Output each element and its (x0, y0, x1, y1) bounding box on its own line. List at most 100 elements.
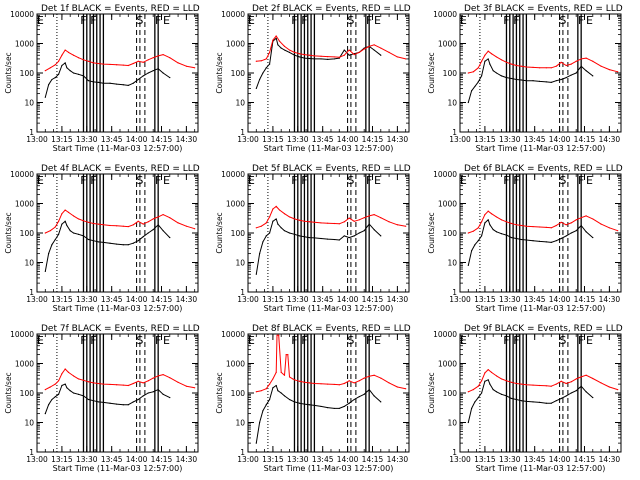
lld-point (87, 381, 90, 383)
lld-point (487, 50, 489, 52)
lld-point (116, 384, 118, 386)
x-axis-label: Start Time (11-Mar-03 12:57:00) (476, 304, 606, 313)
event-marker-letter: E (460, 334, 467, 347)
plot-frame (36, 13, 199, 133)
events-point (539, 401, 541, 404)
chart-panel-2: Det 2f BLACK = Events, RED = LLD Counts/s… (215, 4, 411, 153)
x-tick-label: 13:00 (237, 135, 259, 144)
lld-point (600, 382, 602, 384)
events-point (137, 78, 139, 81)
lld-point (585, 57, 587, 59)
event-marker-letter: E (37, 174, 44, 187)
events-point (293, 233, 296, 235)
events-point (467, 264, 469, 266)
lld-point (92, 62, 95, 64)
x-tick-label: 14:30 (387, 295, 409, 304)
events-point (308, 236, 311, 239)
event-marker-letter: S (136, 334, 143, 347)
lld-point (169, 217, 171, 219)
lld-point (405, 58, 407, 60)
event-marker-letter: F (301, 334, 307, 347)
event-marker-letter: F (80, 334, 86, 347)
events-point (51, 398, 53, 401)
lld-point (353, 382, 355, 384)
x-tick-label: 13:45 (524, 135, 546, 144)
event-marker-letter: S (559, 14, 566, 27)
lld-point (555, 383, 557, 385)
x-tick-label: 14:00 (337, 295, 359, 304)
events-point (308, 404, 311, 406)
events-point (363, 393, 365, 395)
lld-point (303, 54, 306, 56)
events-point (487, 58, 489, 60)
lld-point (490, 53, 493, 55)
lld-point (169, 57, 171, 59)
lld-point (109, 383, 111, 386)
events-point (333, 238, 335, 241)
lld-point (280, 371, 282, 373)
events-point (69, 230, 71, 232)
events-point (116, 403, 118, 405)
events-point (353, 235, 355, 237)
events-point (132, 82, 134, 84)
events-point (122, 404, 124, 406)
events-point (54, 396, 56, 398)
lld-point (147, 59, 149, 61)
events-point (327, 58, 329, 60)
event-marker-letter: S (559, 334, 566, 347)
events-point (272, 220, 274, 222)
lld-point (500, 219, 503, 221)
events-point (268, 63, 271, 65)
events-point (303, 236, 306, 238)
events-point (474, 401, 476, 403)
y-tick-label: 100 (231, 389, 246, 398)
lld-point (510, 222, 513, 225)
events-point (72, 392, 75, 394)
events-point (283, 49, 286, 51)
lld-point (77, 218, 80, 220)
lld-point (137, 220, 139, 222)
lld-point (278, 40, 281, 42)
x-tick-label: 14:30 (176, 295, 198, 304)
lld-point (320, 55, 322, 57)
events-point (477, 240, 479, 242)
events-point (343, 405, 345, 408)
events-point (169, 236, 171, 239)
events-point (477, 396, 479, 399)
events-point (532, 240, 534, 242)
lld-point (177, 381, 179, 383)
events-point (510, 236, 513, 239)
events-point (313, 58, 315, 60)
lld-point (54, 226, 56, 228)
events-point (358, 396, 360, 398)
events-point (137, 240, 139, 242)
events-point (515, 237, 518, 240)
y-tick-label: 10000 (221, 170, 245, 179)
events-point (262, 72, 264, 74)
x-tick-label: 13:15 (474, 455, 496, 464)
events-point (555, 240, 557, 242)
lld-point (388, 51, 390, 53)
event-marker-letter: F (578, 174, 584, 187)
events-point (116, 243, 118, 245)
lld-point (255, 60, 257, 62)
x-tick-label: 14:15 (362, 295, 384, 304)
event-marker-letter: S (347, 14, 354, 27)
events-series-line (467, 219, 594, 266)
events-point (585, 231, 587, 233)
x-tick-label: 14:00 (549, 135, 571, 144)
y-tick-label: 10000 (221, 330, 245, 339)
lld-point (194, 67, 196, 69)
events-point (277, 44, 279, 46)
lld-point (194, 387, 196, 389)
events-point (102, 401, 104, 404)
lld-point (472, 389, 474, 391)
event-marker-letter: E (37, 14, 44, 27)
lld-point (505, 380, 508, 382)
lld-point (177, 222, 179, 224)
plot-frame (459, 13, 622, 133)
lld-point (368, 215, 370, 217)
events-point (97, 81, 100, 84)
lld-point (532, 384, 534, 386)
